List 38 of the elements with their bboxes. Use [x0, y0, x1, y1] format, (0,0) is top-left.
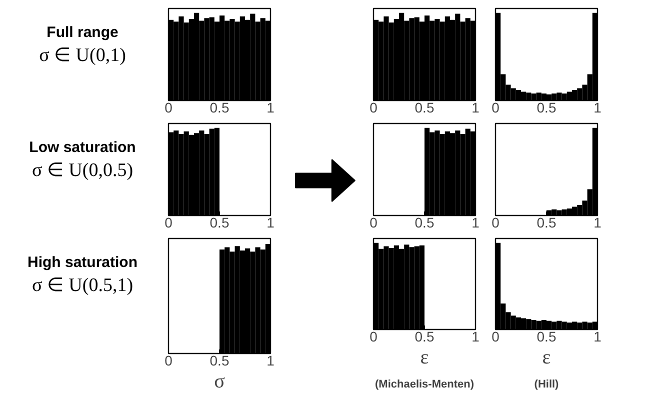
x-axis-title: ε — [420, 346, 429, 368]
x-tick-label: 1 — [472, 328, 480, 344]
text: (Michaelis-Menten) — [374, 378, 474, 390]
x-tick-label: 0.5 — [536, 214, 556, 230]
x-tick-label: 1 — [594, 214, 602, 230]
x-tick-label: 1 — [266, 352, 275, 368]
text: High saturation — [26, 254, 138, 271]
x-tick-label: 0 — [370, 328, 378, 344]
x-tick-label: 0.5 — [414, 328, 434, 344]
x-tick-label: 1 — [594, 100, 602, 116]
x-tick-label: 0 — [492, 214, 500, 230]
x-tick-label: 0 — [370, 100, 378, 116]
text: σ ∈ U(0,1) — [38, 44, 127, 67]
text: Low saturation — [28, 139, 137, 156]
text: σ ∈ U(0.5,1) — [30, 274, 134, 297]
x-tick-label: 0.5 — [210, 100, 230, 116]
x-tick-label: 0 — [164, 352, 173, 368]
x-tick-label: 1 — [472, 100, 480, 116]
x-tick-label: 1 — [472, 214, 480, 230]
x-tick-label: 1 — [266, 214, 275, 230]
x-tick-label: 0.5 — [414, 214, 434, 230]
text: (Hill) — [534, 378, 560, 390]
x-tick-label: 0.5 — [536, 100, 556, 116]
x-tick-label: 0 — [370, 214, 378, 230]
x-axis-title: ε — [542, 346, 551, 368]
x-tick-label: 1 — [266, 100, 275, 116]
x-tick-label: 0 — [492, 328, 500, 344]
text: Full range — [46, 24, 120, 41]
x-tick-label: 0 — [164, 214, 173, 230]
x-tick-label: 0.5 — [210, 214, 230, 230]
x-tick-label: 0.5 — [210, 352, 230, 368]
x-axis-title: σ — [214, 370, 226, 392]
x-tick-label: 0 — [164, 100, 173, 116]
text: σ ∈ U(0,0.5) — [30, 159, 134, 182]
x-tick-label: 1 — [594, 328, 602, 344]
x-tick-label: 0 — [492, 100, 500, 116]
x-tick-label: 0.5 — [536, 328, 556, 344]
x-tick-label: 0.5 — [414, 100, 434, 116]
